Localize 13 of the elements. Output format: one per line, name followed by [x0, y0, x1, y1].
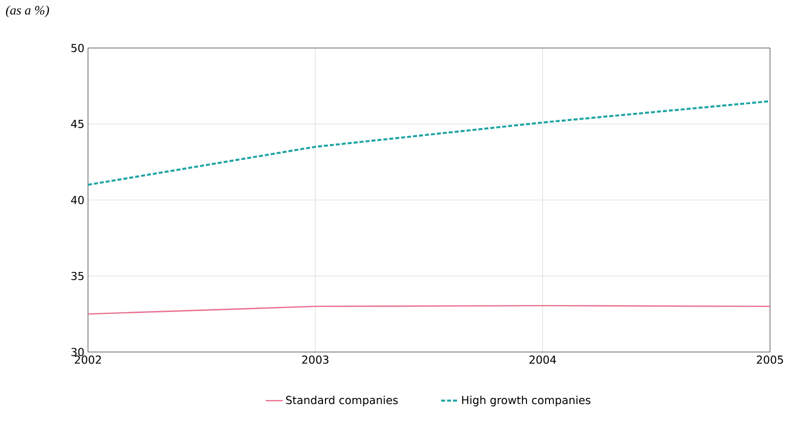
- y-tick-label: 30: [71, 348, 84, 356]
- y-tick-label: 40: [71, 196, 84, 204]
- x-tick-label: 2003: [302, 356, 328, 364]
- y-axis-title: (as a %): [6, 6, 50, 18]
- x-tick-label: 2002: [74, 356, 101, 364]
- x-tick-label: 2005: [756, 356, 783, 364]
- y-tick-label: 45: [71, 120, 84, 128]
- y-tick-label: 35: [71, 272, 84, 280]
- x-tick-label: 2004: [530, 356, 556, 364]
- legend-label: High growth companies: [462, 396, 590, 406]
- line-series: [88, 100, 770, 186]
- legend-label: Standard companies: [286, 396, 398, 406]
- y-tick-label: 50: [71, 44, 84, 52]
